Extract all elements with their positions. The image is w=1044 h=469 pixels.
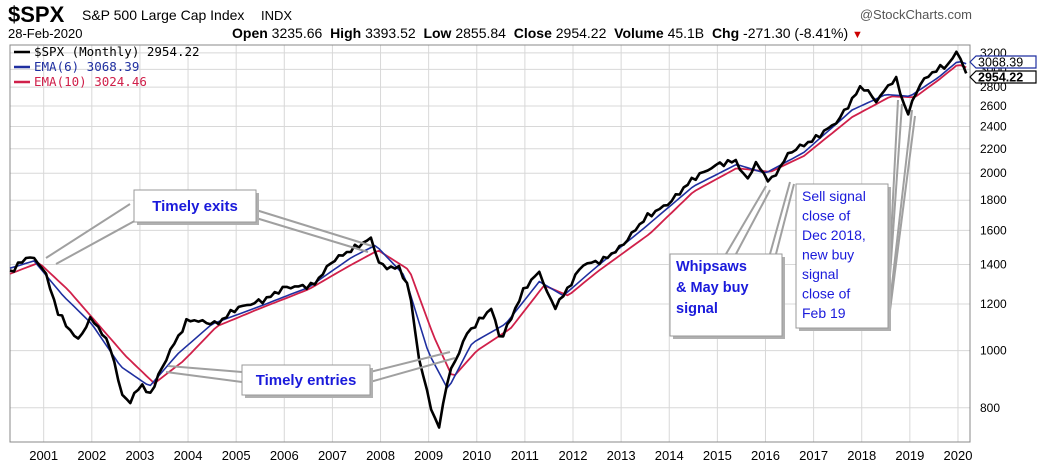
x-tick-label: 2002 bbox=[77, 448, 106, 463]
legend-label: EMA(10) 3024.46 bbox=[34, 74, 147, 89]
x-tick-label: 2006 bbox=[270, 448, 299, 463]
annotation-pointers bbox=[45, 99, 916, 383]
x-tick-label: 2016 bbox=[751, 448, 780, 463]
x-tick-label: 2004 bbox=[174, 448, 203, 463]
price-tag-box bbox=[969, 70, 1037, 84]
chart-date: 28-Feb-2020 bbox=[8, 26, 83, 41]
annotation-pointer bbox=[775, 183, 795, 255]
price-line bbox=[9, 50, 968, 429]
open-label: Open bbox=[232, 25, 268, 41]
x-tick-label: 2014 bbox=[655, 448, 684, 463]
low-value: 2855.84 bbox=[455, 25, 506, 41]
annotation-pointer bbox=[255, 217, 369, 253]
annotation-pointer bbox=[769, 181, 791, 255]
callout-box-whipsaws bbox=[669, 253, 783, 337]
ema6-line bbox=[9, 61, 967, 389]
price-tag-box bbox=[969, 55, 1037, 69]
callout-text-sell: new buy bbox=[802, 247, 854, 263]
ticker-symbol: $SPX bbox=[8, 2, 65, 27]
annotation-pointer bbox=[887, 115, 916, 327]
down-arrow-icon: ▼ bbox=[852, 29, 863, 41]
callout-text-whipsaws: signal bbox=[676, 301, 718, 317]
y-tick-label: 2200 bbox=[980, 142, 1007, 156]
close-value: 2954.22 bbox=[555, 25, 607, 41]
x-tick-label: 2001 bbox=[29, 448, 58, 463]
callout-text-sell: close of bbox=[802, 286, 850, 302]
annotation-pointer bbox=[55, 217, 141, 265]
x-tick-label: 2015 bbox=[703, 448, 732, 463]
x-tick-label: 2019 bbox=[895, 448, 924, 463]
y-tick-label: 2400 bbox=[980, 120, 1007, 134]
callout-text-whipsaws: Whipsaws bbox=[676, 259, 747, 275]
x-tick-label: 2009 bbox=[414, 448, 443, 463]
chg-value: -271.30 (-8.41%) bbox=[743, 25, 849, 41]
legend-label: EMA(6) 3068.39 bbox=[34, 59, 139, 74]
x-tick-label: 2007 bbox=[318, 448, 347, 463]
callout-text-whipsaws: & May buy bbox=[676, 280, 749, 296]
annotation-pointer bbox=[45, 203, 131, 259]
y-tick-label: 2000 bbox=[980, 166, 1007, 180]
annotation-pointer bbox=[725, 185, 767, 255]
volume-value: 45.1B bbox=[667, 25, 705, 41]
y-tick-label: 1600 bbox=[980, 223, 1007, 237]
callout-text-sell: Feb 19 bbox=[802, 305, 846, 321]
annotation-pointer bbox=[369, 351, 451, 373]
x-tick-label: 2008 bbox=[366, 448, 395, 463]
callout-box-exits bbox=[133, 189, 257, 223]
callout-text-entries: Timely entries bbox=[256, 372, 357, 389]
callout-box-entries bbox=[241, 364, 371, 396]
x-tick-label: 2011 bbox=[511, 448, 539, 463]
annotation-pointer bbox=[369, 357, 456, 383]
volume-label: Volume bbox=[614, 25, 664, 41]
y-tick-label: 1000 bbox=[980, 344, 1007, 358]
x-tick-label: 2003 bbox=[125, 448, 154, 463]
annotations: Timely exits Timely entries Whipsaws & May … bbox=[133, 183, 891, 398]
x-tick-label: 2010 bbox=[462, 448, 491, 463]
annotation-pointer bbox=[255, 209, 373, 247]
annotation-pointer bbox=[735, 189, 771, 255]
callout-text-sell: Dec 2018, bbox=[802, 227, 866, 243]
open-value: 3235.66 bbox=[271, 25, 323, 41]
x-tick-label: 2020 bbox=[944, 448, 973, 463]
x-tick-label: 2012 bbox=[559, 448, 588, 463]
callout-text-sell: Sell signal bbox=[802, 188, 866, 204]
callout-text-sell: signal bbox=[802, 266, 839, 282]
x-tick-label: 2013 bbox=[607, 448, 636, 463]
close-label: Close bbox=[513, 25, 552, 41]
plot-frame bbox=[9, 44, 971, 443]
callout-text-sell: close of bbox=[802, 208, 850, 224]
high-label: High bbox=[330, 25, 362, 41]
annotation-pointer bbox=[167, 365, 243, 373]
y-tick-label: 1400 bbox=[980, 258, 1007, 272]
low-label: Low bbox=[423, 25, 452, 41]
callout-box-sell bbox=[795, 183, 889, 329]
x-tick-label: 2017 bbox=[799, 448, 828, 463]
price-tag-label: 3068.39 bbox=[978, 56, 1023, 70]
chg-label: Chg bbox=[711, 25, 740, 41]
y-tick-label: 800 bbox=[980, 401, 1000, 415]
y-tick-label: 1200 bbox=[980, 297, 1007, 311]
index-name: S&P 500 Large Cap Index bbox=[82, 7, 245, 23]
y-tick-label: 1800 bbox=[980, 193, 1007, 207]
quote-line: Open 3235.66 High 3393.52 Low 2855.84 Cl… bbox=[232, 25, 863, 41]
annotation-pointer bbox=[165, 371, 243, 383]
brand-label[interactable]: @StockCharts.com bbox=[859, 7, 972, 22]
callout-text-exits: Timely exits bbox=[152, 198, 238, 215]
x-tick-label: 2018 bbox=[847, 448, 876, 463]
x-tick-label: 2005 bbox=[222, 448, 251, 463]
annotation-pointer bbox=[887, 109, 913, 321]
index-type: INDX bbox=[261, 8, 293, 23]
high-value: 3393.52 bbox=[365, 25, 416, 41]
price-tag-label: 2954.22 bbox=[978, 71, 1023, 85]
legend-label: $SPX (Monthly) 2954.22 bbox=[34, 44, 200, 59]
y-tick-label: 2600 bbox=[980, 99, 1007, 113]
